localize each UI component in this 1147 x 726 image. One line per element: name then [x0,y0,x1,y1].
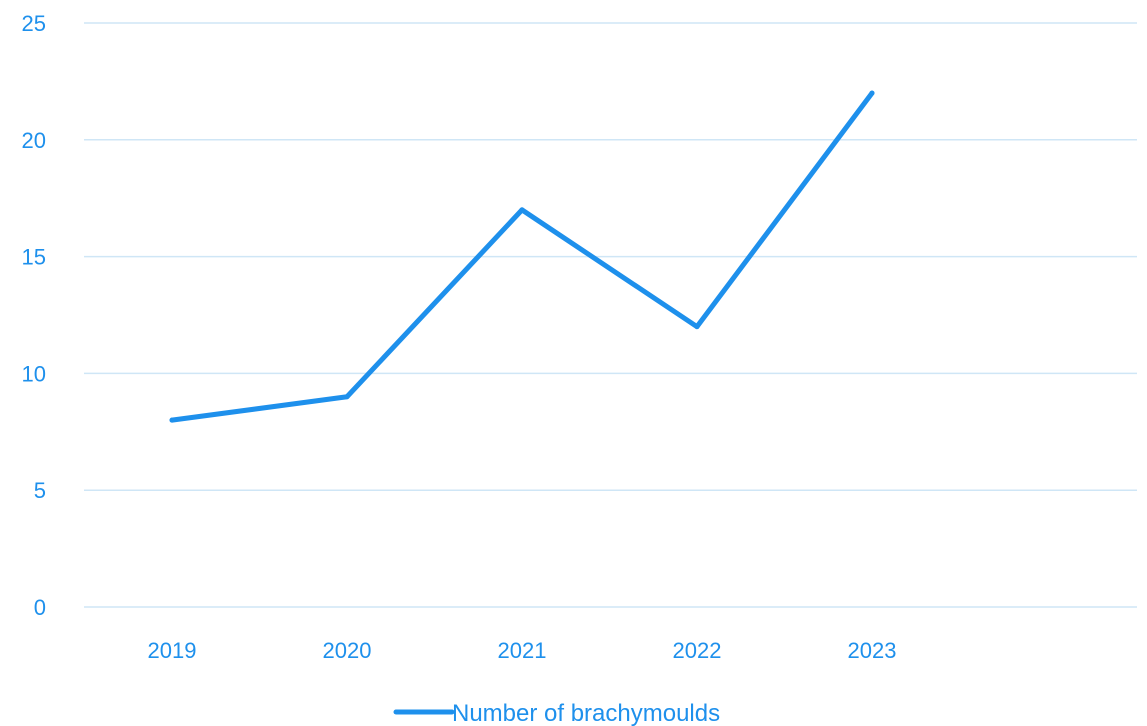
gridlines [84,22,1137,608]
y-tick-label: 10 [22,361,46,386]
y-tick-label: 25 [22,11,46,36]
y-axis-ticks: 0 5 10 15 20 25 [22,11,46,620]
data-point [869,90,875,96]
x-tick-label: 2019 [148,638,197,663]
x-tick-label: 2023 [848,638,897,663]
legend: Number of brachymoulds [393,700,720,726]
x-tick-label: 2021 [498,638,547,663]
x-tick-label: 2022 [673,638,722,663]
data-point [344,394,350,400]
y-tick-label: 20 [22,128,46,153]
data-point [169,417,175,423]
x-axis-ticks: 2019 2020 2021 2022 2023 [148,638,897,663]
y-tick-label: 0 [34,595,46,620]
y-tick-label: 5 [34,478,46,503]
data-point [519,207,525,213]
series-lines [169,90,875,423]
x-tick-label: 2020 [323,638,372,663]
data-point [694,324,700,330]
legend-label: Number of brachymoulds [452,700,720,726]
y-tick-label: 15 [22,245,46,270]
